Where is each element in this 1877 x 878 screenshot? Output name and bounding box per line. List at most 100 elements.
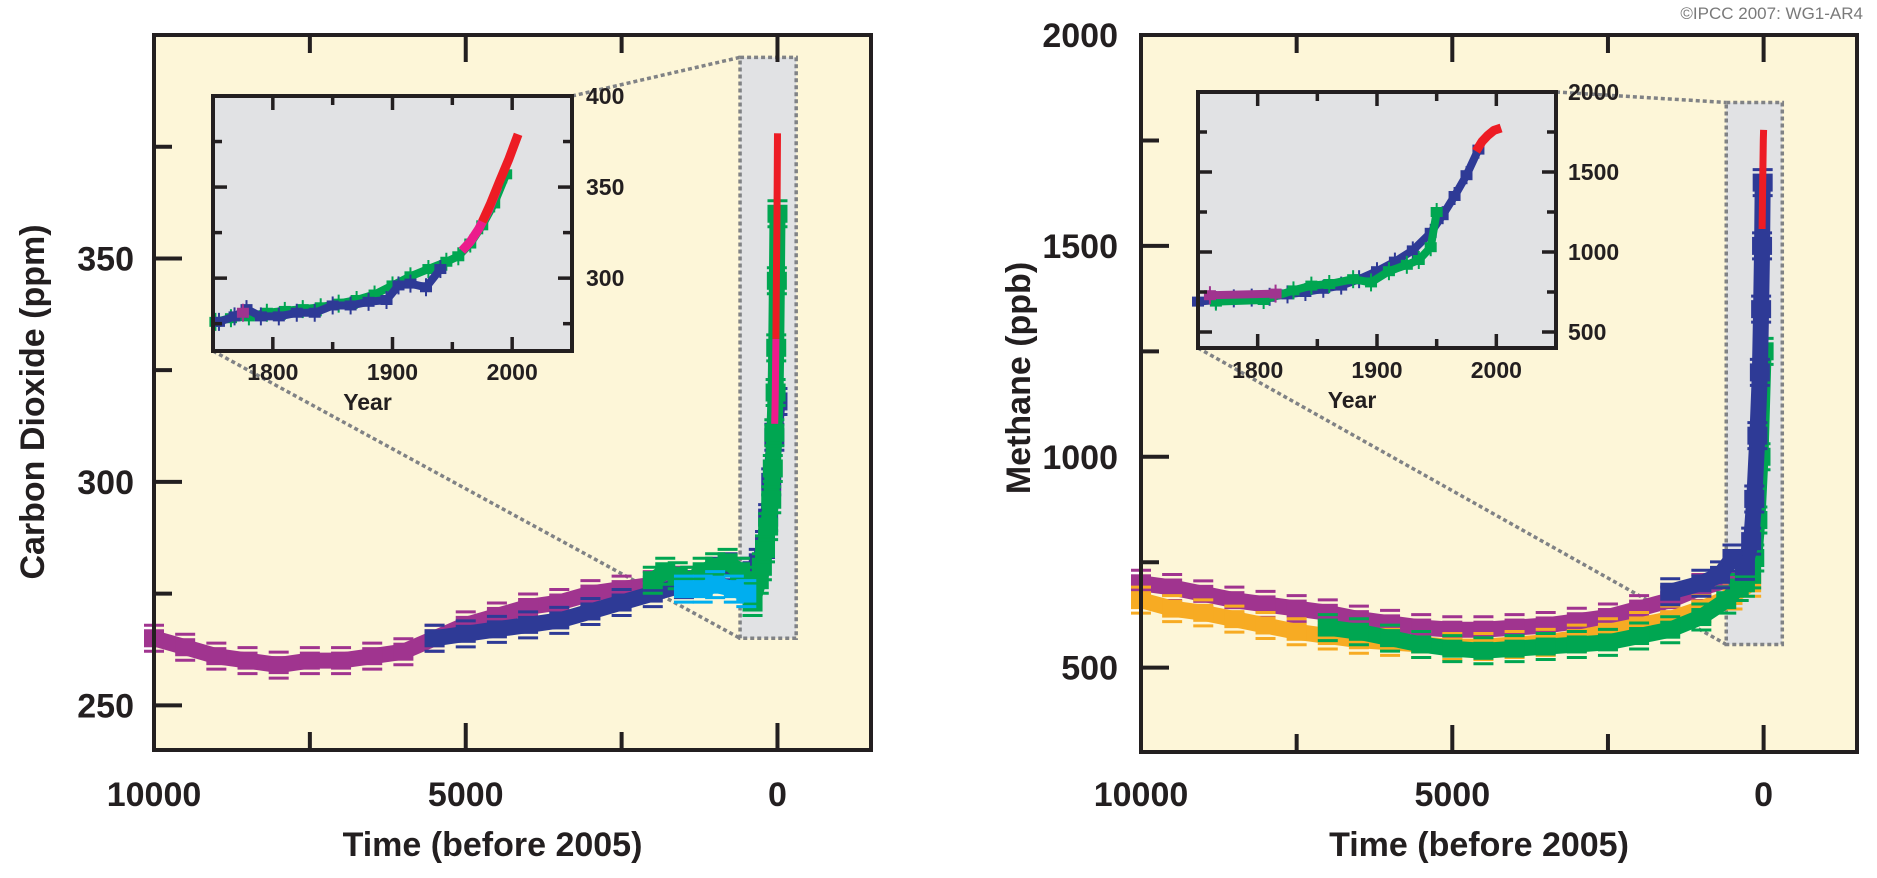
inset-x-tick-label: 1800 (247, 359, 298, 385)
data-point (1473, 641, 1494, 660)
inset-y-tick-label: 350 (586, 174, 624, 200)
data-point (1566, 635, 1587, 654)
data-point (755, 539, 776, 558)
co2-inset-data-series (209, 132, 523, 331)
inset-y-tick-label: 1000 (1568, 239, 1619, 265)
data-point (762, 459, 783, 478)
x-tick-label: 10000 (107, 776, 202, 814)
ch4-x-axis-title: Time (before 2005) (1329, 826, 1629, 864)
ch4-panel: 500 1000 1500 2000 10000 5000 0 500 1000 1500 2000… (1000, 17, 1859, 864)
ch4-inset-data-series (1192, 123, 1503, 311)
y-tick-label: 250 (77, 687, 134, 725)
data-point (1691, 574, 1712, 593)
inset-x-tick-label: 1900 (1351, 357, 1402, 383)
ch4-inset-plot-area (1198, 92, 1556, 348)
inset-series-inset-red (478, 132, 523, 224)
inset-y-tick-label: 300 (586, 265, 624, 291)
x-tick-label: 10000 (1094, 776, 1189, 814)
inset-series-inset-green (1209, 203, 1443, 311)
inset-y-tick-label: 400 (586, 83, 624, 109)
data-point (1566, 612, 1587, 631)
inset-x-tick-label: 2000 (1471, 357, 1522, 383)
co2-inset-x-axis-title: Year (343, 389, 392, 415)
data-point (611, 593, 632, 612)
data-point (455, 624, 476, 643)
data-point (1411, 618, 1432, 637)
inset-series-band (1472, 123, 1503, 154)
series-ice-core-cyan (673, 570, 757, 609)
data-point (1504, 639, 1525, 658)
inset-y-tick-label: 1500 (1568, 159, 1619, 185)
inset-x-tick-label: 1800 (1232, 357, 1283, 383)
y-tick-label: 1000 (1042, 439, 1118, 477)
data-point (518, 615, 539, 634)
data-point (1751, 300, 1772, 319)
data-point (1411, 635, 1432, 654)
series-band (772, 133, 781, 339)
connector-line-top (571, 55, 741, 98)
series-atmospheric-red (1758, 129, 1768, 230)
data-point (1286, 599, 1307, 618)
x-tick-label: 5000 (428, 776, 504, 814)
data-point (549, 611, 570, 630)
y-tick-label: 1500 (1042, 228, 1118, 266)
data-point (1504, 618, 1525, 637)
data-point (1597, 633, 1618, 652)
co2-inset-ticks (213, 96, 572, 351)
data-point (705, 575, 726, 594)
y-tick-label: 500 (1061, 650, 1118, 688)
data-point (362, 647, 383, 666)
co2-axis-ticks (152, 35, 780, 750)
data-point (1380, 629, 1401, 648)
connector-line-top (1555, 90, 1727, 105)
data-point (1597, 608, 1618, 627)
inset-series-inset-blue (212, 260, 447, 331)
y-tick-label: 350 (77, 240, 134, 278)
data-point (736, 584, 757, 603)
ch4-frame (1139, 33, 1859, 754)
inset-x-tick-label: 1900 (367, 359, 418, 385)
data-point (424, 629, 445, 648)
data-point (758, 517, 779, 536)
data-point (1741, 532, 1762, 551)
co2-panel: 250 300 350 10000 5000 0 300 350 400 1800 1900 2000… (14, 33, 873, 864)
data-point (486, 620, 507, 639)
copyright-credit: ©IPCC 2007: WG1-AR4 (1680, 4, 1863, 23)
co2-data-series (144, 133, 788, 680)
series-atmospheric-magenta (771, 338, 780, 424)
data-point (268, 656, 289, 675)
data-point (1348, 622, 1369, 641)
data-point (1629, 599, 1650, 618)
inset-y-tick-label: 500 (1568, 319, 1606, 345)
data-point (1535, 616, 1556, 635)
data-point (580, 602, 601, 621)
data-point (1752, 236, 1773, 255)
data-point (1224, 610, 1245, 629)
data-point (1660, 582, 1681, 601)
ch4-tick-labels: 500 1000 1500 2000 10000 5000 0 500 1000 1500 2000… (1042, 17, 1773, 814)
data-point (764, 423, 785, 442)
inset-series-inset-purple (1203, 284, 1282, 305)
data-point (1193, 603, 1214, 622)
series-band (771, 338, 780, 424)
data-point (1442, 639, 1463, 658)
inset-series-inset-red (1472, 123, 1503, 154)
data-point (1317, 603, 1338, 622)
data-point (1535, 637, 1556, 656)
data-point (1749, 363, 1770, 382)
data-point (1629, 627, 1650, 646)
data-point (1255, 616, 1276, 635)
data-point (1710, 565, 1731, 584)
co2-tick-labels: 250 300 350 10000 5000 0 300 350 400 1800 1900 2000 (77, 83, 787, 814)
data-point (299, 651, 320, 670)
data-point (1734, 557, 1755, 576)
data-point (331, 651, 352, 670)
data-point (1747, 426, 1768, 445)
data-point (1255, 595, 1276, 614)
inset-series-inset-purple (236, 303, 249, 322)
data-point (237, 651, 258, 670)
ch4-inset-ticks (1198, 92, 1556, 348)
ch4-axis-ticks (1139, 33, 1766, 752)
data-point (1744, 489, 1765, 508)
ch4-inset-x-axis-title: Year (1328, 387, 1377, 413)
